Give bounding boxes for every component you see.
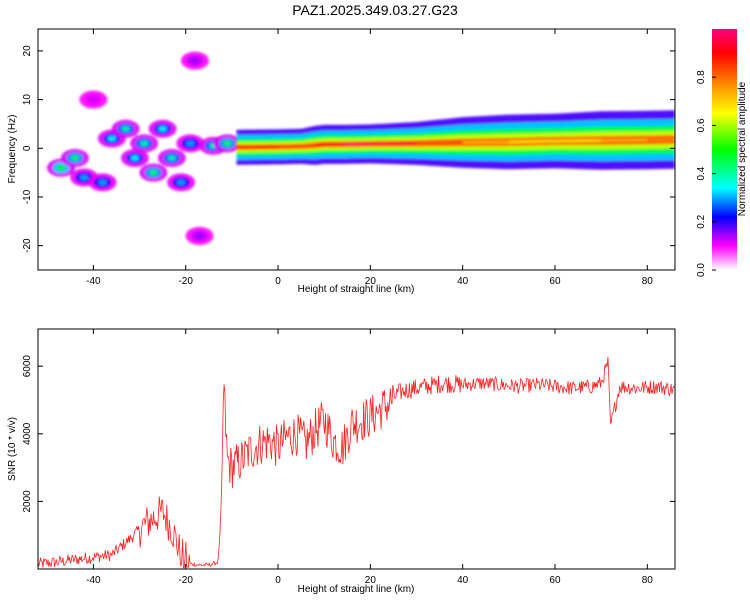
spectrogram-blob bbox=[98, 179, 107, 186]
x-tick-label: 0 bbox=[275, 276, 281, 287]
spectrogram-ridge-core bbox=[314, 143, 325, 147]
snr-x-axis-label: Height of straight line (km) bbox=[298, 584, 415, 595]
colorbar-tick-label: 0.2 bbox=[696, 214, 707, 228]
snr-marks bbox=[38, 356, 675, 569]
y-tick-label: -10 bbox=[22, 189, 33, 204]
colorbar-label: Normalized spectral amplitude bbox=[737, 81, 748, 216]
colorbar-tick-label: 0.0 bbox=[696, 263, 707, 277]
snr-series-line bbox=[38, 356, 675, 569]
spectrogram-blob bbox=[176, 179, 186, 186]
colorbar-tick-label: 0.4 bbox=[696, 166, 707, 180]
spectrogram-blob bbox=[223, 140, 232, 147]
spectrogram-blob bbox=[186, 140, 195, 147]
spectrogram-blob bbox=[167, 155, 177, 161]
x-tick-label: -40 bbox=[86, 276, 101, 287]
spectrogram-blob bbox=[149, 169, 158, 176]
y-tick-label: 0 bbox=[22, 145, 33, 151]
spectrogram-blobs bbox=[47, 51, 242, 245]
spectrogram-blob bbox=[121, 126, 130, 132]
colorbar-tick-label: 0.8 bbox=[696, 70, 707, 84]
x-tick-label: 80 bbox=[642, 575, 654, 586]
x-tick-label: 40 bbox=[457, 575, 469, 586]
spectrogram-blob bbox=[139, 140, 149, 147]
spectrogram-blob bbox=[130, 155, 140, 161]
spectrogram-frame bbox=[37, 28, 676, 271]
spectrogram-blob bbox=[158, 126, 167, 132]
x-tick-label: 0 bbox=[275, 575, 281, 586]
x-tick-label: 60 bbox=[549, 575, 561, 586]
spectrogram-y-ticks: -20 -10 0 10 20 bbox=[22, 45, 675, 253]
spectrogram-x-ticks: -40 -20 0 20 40 60 80 bbox=[86, 29, 653, 287]
snr-x-ticks: -40 -20 0 20 40 60 80 bbox=[86, 329, 653, 586]
spectrogram-blob bbox=[79, 174, 89, 181]
snr-y-ticks: 2000 4000 6000 bbox=[22, 355, 675, 513]
x-tick-label: 80 bbox=[642, 276, 654, 287]
y-tick-label: 2000 bbox=[22, 490, 33, 513]
spectrogram-blob bbox=[107, 135, 117, 142]
x-tick-label: 60 bbox=[549, 276, 561, 287]
spectrogram-marks bbox=[47, 51, 675, 245]
y-tick-label: 10 bbox=[22, 94, 33, 106]
snr-frame bbox=[37, 328, 676, 570]
y-tick-label: -20 bbox=[22, 238, 33, 253]
snr-panel: -40 -20 0 20 40 60 80 2000 4000 6000 Height of s… bbox=[7, 328, 676, 595]
colorbar-gradient bbox=[712, 29, 737, 270]
spectrogram-blob bbox=[190, 57, 200, 64]
snr-y-axis-label: SNR (10 * v/v) bbox=[7, 417, 18, 481]
x-tick-label: 40 bbox=[457, 276, 469, 287]
x-tick-label: -20 bbox=[178, 276, 193, 287]
spectrogram-blob bbox=[89, 96, 98, 103]
spectrogram-y-axis-label: Frequency (Hz) bbox=[7, 115, 18, 184]
x-tick-label: -40 bbox=[86, 575, 101, 586]
page-title: PAZ1.2025.349.03.27.G23 bbox=[292, 2, 458, 18]
spectrogram-x-axis-label: Height of straight line (km) bbox=[298, 284, 415, 295]
colorbar-tick-label: 0.6 bbox=[696, 118, 707, 132]
colorbar-ticks: 0.0 0.2 0.4 0.6 0.8 bbox=[696, 70, 716, 277]
spectrogram-blob bbox=[195, 233, 204, 239]
colorbar: 0.0 0.2 0.4 0.6 0.8 Normalized spectral ampl… bbox=[696, 29, 748, 277]
x-tick-label: -20 bbox=[178, 575, 193, 586]
spectrogram-blob bbox=[56, 165, 66, 171]
spectrogram-ridge-core bbox=[416, 141, 463, 145]
spectrogram-blob bbox=[70, 155, 80, 161]
y-tick-label: 4000 bbox=[22, 422, 33, 445]
y-tick-label: 6000 bbox=[22, 355, 33, 378]
spectrogram-panel: -40 -20 0 20 40 60 80 -20 -10 0 10 20 Height of st… bbox=[7, 28, 676, 295]
x-tick-label: 20 bbox=[365, 575, 377, 586]
x-tick-label: 20 bbox=[365, 276, 377, 287]
y-tick-label: 20 bbox=[22, 45, 33, 57]
spectrogram-ridge-core bbox=[301, 144, 316, 148]
spectrogram-ridge bbox=[236, 110, 675, 170]
spectrogram-ridge-core bbox=[508, 139, 556, 144]
